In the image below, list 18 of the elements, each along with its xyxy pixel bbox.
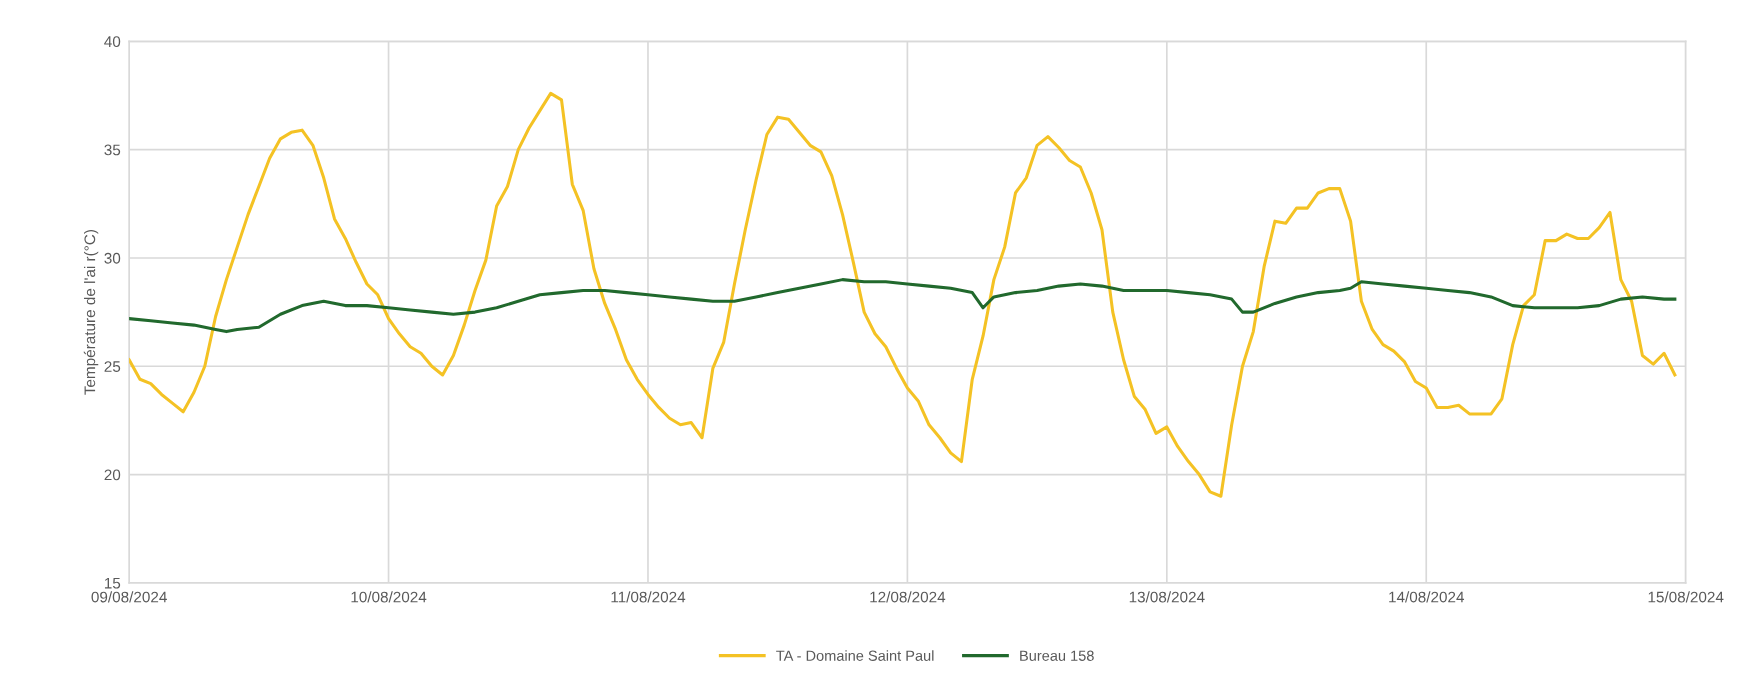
x-tick-label: 12/08/2024: [870, 591, 946, 603]
x-tick-label: 09/08/2024: [91, 591, 167, 603]
x-tick-label: 13/08/2024: [1129, 591, 1205, 603]
y-tick-label: 35: [104, 144, 121, 156]
x-tick-label: 14/08/2024: [1389, 591, 1465, 603]
line-series: [129, 91, 1677, 498]
y-tick-label: 25: [104, 361, 121, 372]
x-tick-label: 15/08/2024: [1648, 591, 1724, 603]
y-tick-label: 15: [104, 577, 121, 589]
y-axis-title: Température de l'ai r(°C): [83, 230, 99, 395]
x-tick-label: 11/08/2024: [611, 591, 686, 603]
x-tick-label: 10/08/2024: [351, 591, 427, 603]
legend-label: Bureau 158: [1020, 650, 1094, 661]
y-tick-label: 40: [104, 36, 121, 48]
y-tick-label: 30: [104, 252, 121, 264]
legend-label: TA - Domaine Saint Paul: [776, 650, 934, 661]
y-tick-label: 20: [104, 469, 121, 481]
line-series: [129, 278, 1677, 334]
